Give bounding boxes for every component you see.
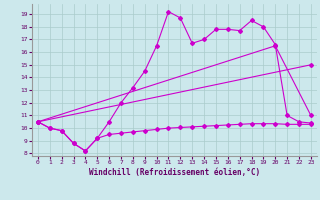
X-axis label: Windchill (Refroidissement éolien,°C): Windchill (Refroidissement éolien,°C) — [89, 168, 260, 177]
